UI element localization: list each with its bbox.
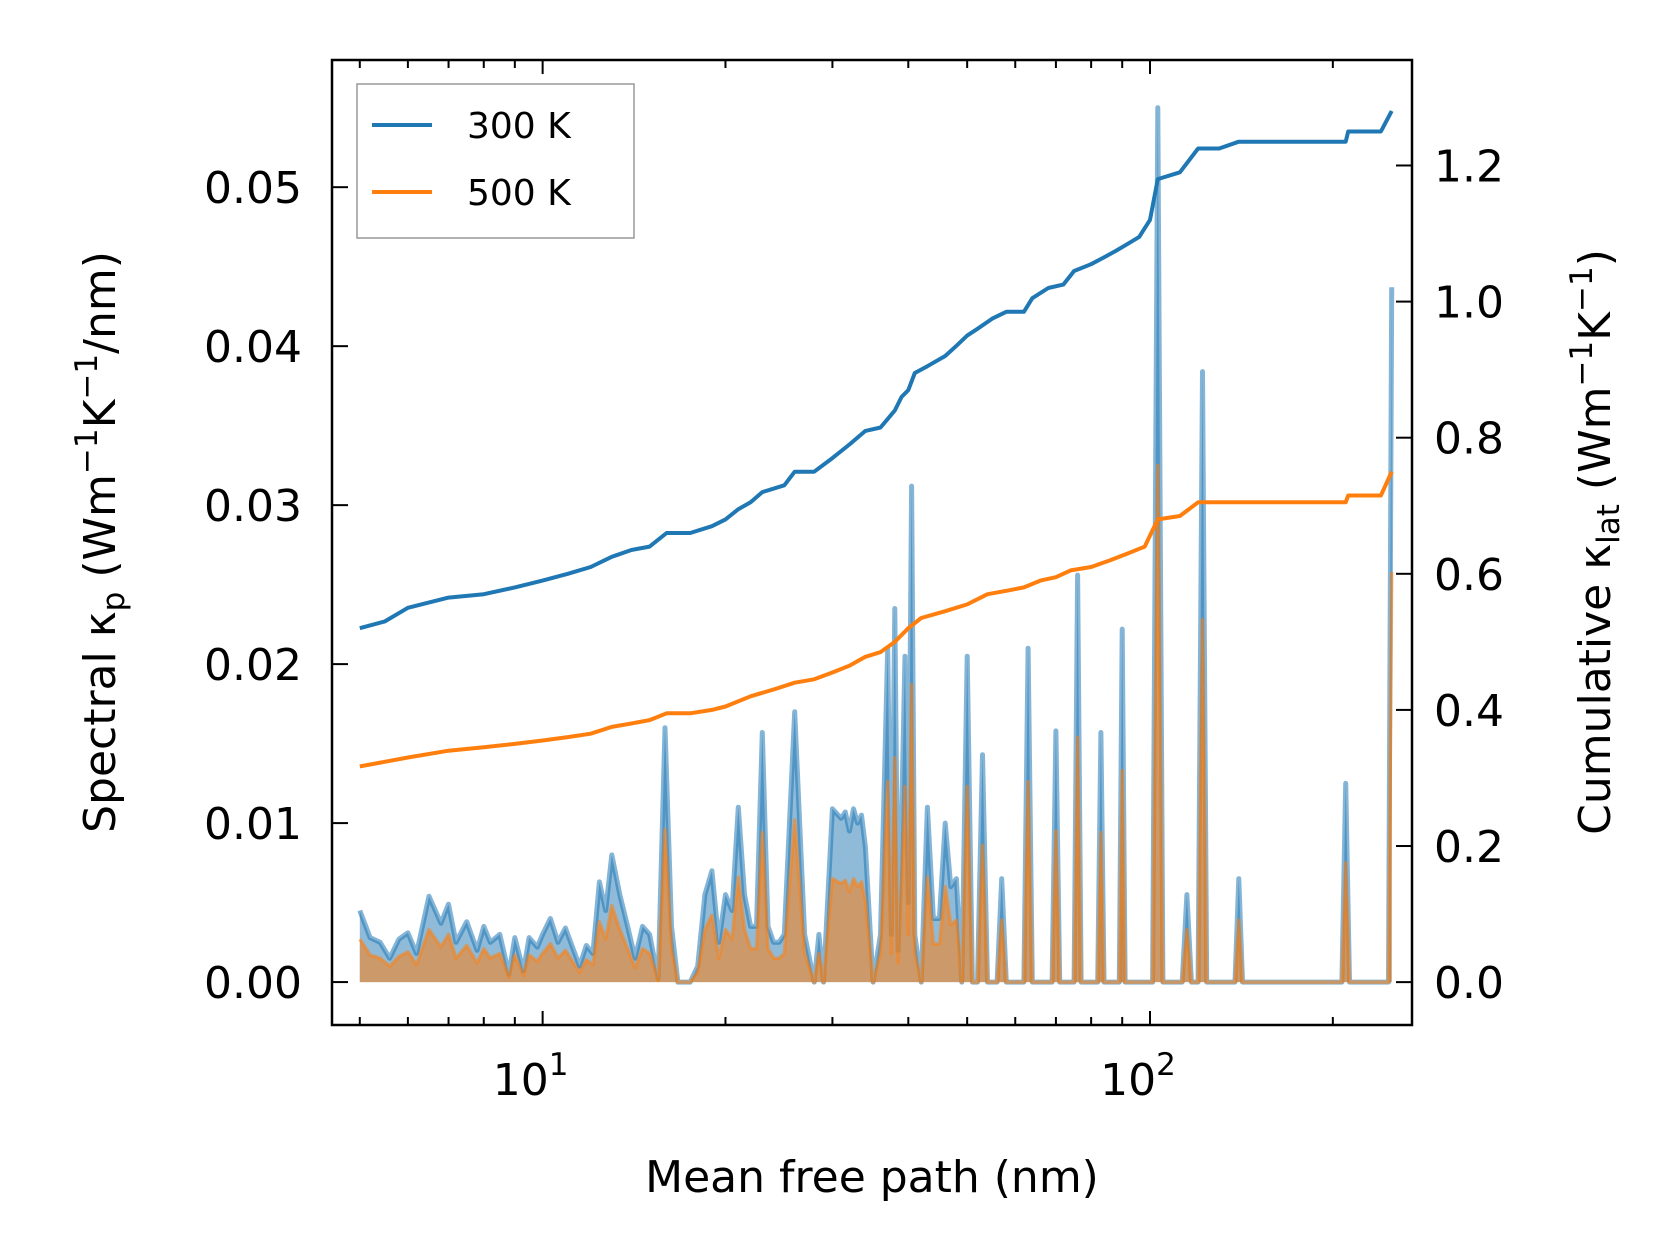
y-right-tick-label: 0.2 [1434,822,1504,873]
y-left-tick-label: 0.01 [204,799,302,850]
y-left-tick-label: 0.00 [204,958,302,1009]
x-tick-label: 102 [1100,1047,1176,1106]
spectral-line-300k [357,105,1395,985]
y-right-tick-label: 1.2 [1434,141,1504,192]
y-right-tick-label: 0.0 [1434,958,1504,1009]
x-tick-label: 101 [493,1047,569,1106]
spectral-line-500k [358,463,1394,984]
y-left-tick-label: 0.04 [204,322,302,373]
y-left-tick-label: 0.03 [204,481,302,532]
axis-ticks [332,60,1412,1025]
tick-labels: 101 102 0.00 0.01 0.02 0.03 0.04 0.05 0.0 0.2 0.4 0… [204,141,1504,1106]
y-right-tick-label: 0.8 [1434,414,1504,465]
y-left-tick-label: 0.05 [204,163,302,214]
plot-frame [330,58,1414,1027]
y-axis-right-title: Cumulative κlat (Wm−1K−1) [1564,249,1627,835]
y-right-tick-label: 0.4 [1434,686,1504,737]
legend-box [356,83,635,239]
legend-label-300k: 300 K [467,106,572,147]
y-left-tick-label: 0.02 [204,640,302,691]
y-right-tick-label: 0.6 [1434,550,1504,601]
y-right-tick-label: 1.0 [1434,278,1504,329]
legend-label-500k: 500 K [467,173,572,214]
x-axis-title: Mean free path (nm) [645,1152,1099,1203]
spectral-series-layer [357,105,1395,985]
y-axis-left-title: Spectral κp (Wm−1K−1/nm) [69,251,132,833]
spectral-area-300k [359,107,1392,983]
cumulative-series-layer [359,110,1394,769]
cumulative-line-500k [359,470,1394,769]
legend: 300 K 500 K [356,83,635,239]
cumulative-line-300k [359,110,1394,631]
